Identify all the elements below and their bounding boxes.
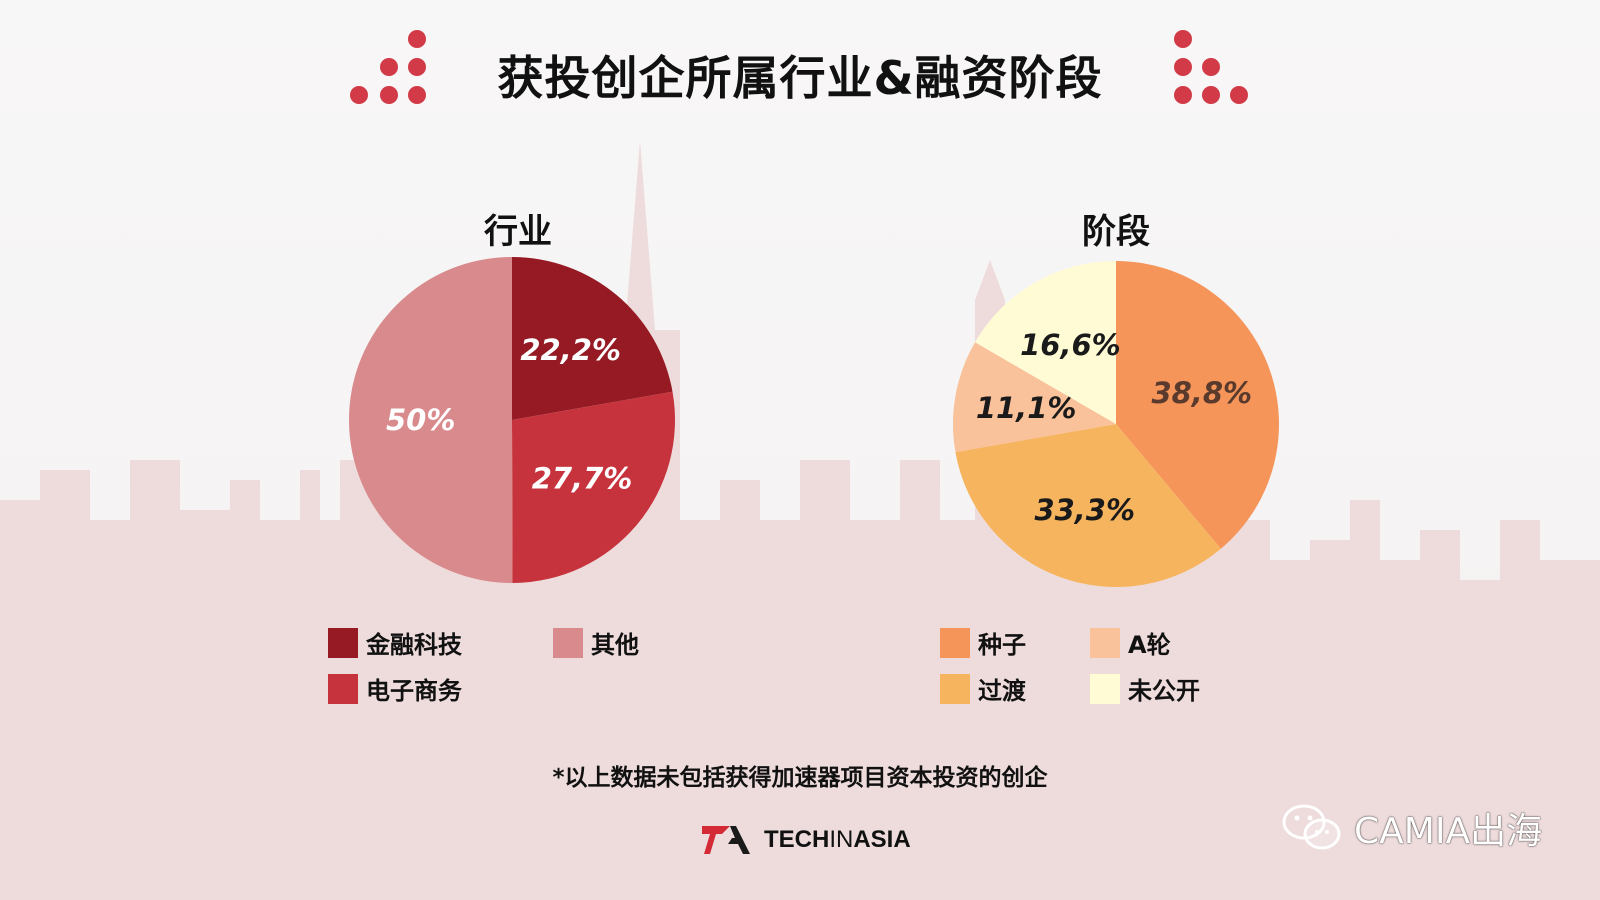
page-title: 获投创企所属行业&融资阶段 [497, 51, 1103, 105]
legend-swatch [328, 673, 358, 704]
legend-item-seed: 种子 [940, 625, 1026, 660]
brand-name: TECHINASIA [764, 826, 911, 854]
techinasia-logo-icon [702, 826, 750, 854]
legend-label: 过渡 [978, 677, 1026, 705]
legend-label: 金融科技 [366, 631, 462, 659]
wechat-watermark: CAMIA出海 [1280, 802, 1542, 854]
legend-item-series-a: A轮 [1090, 625, 1171, 660]
pie-slice-label: 38,8% [1151, 376, 1252, 410]
pie-slice-label: 50% [386, 403, 455, 437]
wechat-icon [1282, 804, 1341, 850]
pie-slice-1-2 [953, 342, 1116, 453]
stage-legend: 种子 A轮 过渡 未公开 [940, 625, 1300, 715]
pie-slice-1-3 [975, 261, 1116, 424]
legend-swatch [940, 627, 970, 658]
legend-swatch [553, 627, 583, 658]
legend-item-fintech: 金融科技 [328, 625, 462, 660]
industry-chart-title: 行业 [484, 212, 552, 252]
pie-slice-label: 27,7% [532, 462, 633, 496]
pie-slice-0-0 [512, 257, 673, 420]
decorative-dots-left [348, 28, 468, 128]
legend-swatch [940, 673, 970, 704]
legend-label: 电子商务 [366, 677, 462, 705]
techinasia-logo: TECHINASIA [700, 822, 911, 858]
legend-swatch [1090, 673, 1120, 704]
brand-name-part: IN [829, 826, 854, 853]
pie-slice-0-2 [348, 257, 513, 583]
brand-name-part: TECH [764, 826, 830, 853]
stage-chart-title: 阶段 [1082, 212, 1150, 252]
decorative-dots-right [1172, 28, 1292, 128]
legend-label: A轮 [1128, 631, 1171, 659]
pie-slice-1-1 [955, 424, 1221, 587]
brand-name-part: ASIA [853, 826, 911, 853]
legend-item-bridge: 过渡 [940, 671, 1026, 706]
industry-legend: 金融科技 其他 电子商务 [328, 625, 688, 715]
legend-item-undisclosed: 未公开 [1090, 671, 1200, 706]
pie-slice-label: 22,2% [520, 333, 621, 367]
legend-label: 种子 [978, 631, 1026, 659]
pie-slice-0-1 [512, 391, 675, 583]
pie-slice-label: 16,6% [1020, 328, 1121, 362]
legend-label: 未公开 [1128, 677, 1200, 705]
legend-item-ecommerce: 电子商务 [328, 671, 462, 706]
footnote: *以上数据未包括获得加速器项目资本投资的创企 [552, 765, 1048, 791]
legend-item-other: 其他 [553, 625, 639, 660]
legend-label: 其他 [591, 631, 639, 659]
legend-swatch [1090, 627, 1120, 658]
pie-slice-1-0 [1116, 261, 1279, 549]
pie-slice-label: 11,1% [976, 391, 1077, 425]
watermark-text: CAMIA出海 [1354, 811, 1543, 852]
legend-swatch [328, 627, 358, 658]
industry-pie-chart: 22,2% 27,7% 50% [348, 257, 675, 583]
stage-pie-chart: 38,8% 33,3% 11,1% 16,6% [953, 261, 1279, 587]
pie-slice-label: 33,3% [1034, 493, 1135, 527]
